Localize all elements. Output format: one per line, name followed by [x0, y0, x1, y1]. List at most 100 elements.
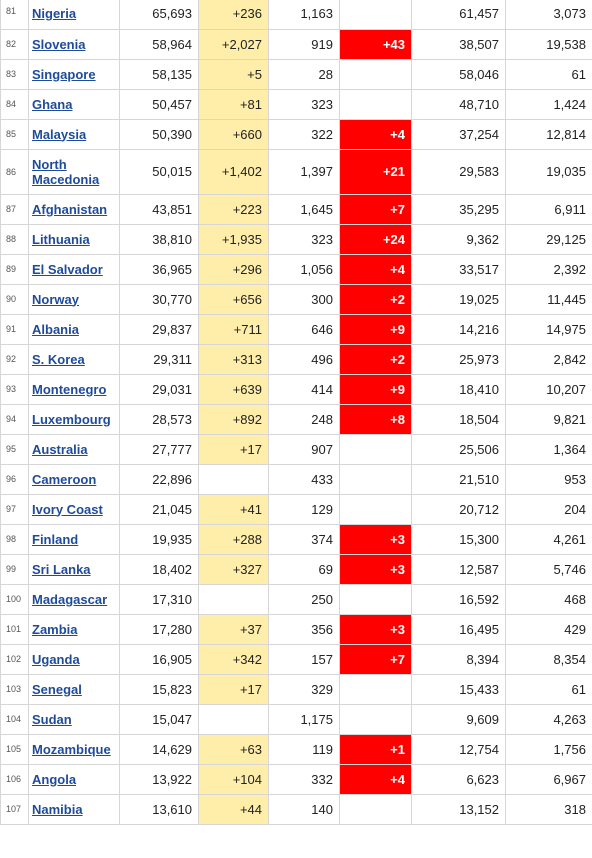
rank-cell: 87: [0, 193, 29, 225]
rank-cell: 83: [0, 58, 29, 90]
rank-cell: 104: [0, 703, 29, 735]
rank-cell: 90: [0, 283, 29, 315]
new-cases-cell: +660: [198, 118, 269, 150]
country-link[interactable]: Norway: [32, 291, 79, 307]
rank-cell: 97: [0, 493, 29, 525]
recovered-cell: 38,507: [411, 28, 506, 60]
active-cases-cell: 6,967: [505, 763, 592, 795]
country-link[interactable]: Zambia: [32, 621, 78, 637]
country-link[interactable]: North Macedonia: [32, 156, 100, 187]
country-link[interactable]: Afghanistan: [32, 201, 108, 217]
total-cases-cell: 21,045: [119, 493, 199, 525]
new-deaths-cell: +2: [339, 343, 412, 375]
country-link[interactable]: Sri Lanka: [32, 561, 91, 577]
recovered-cell: 12,754: [411, 733, 506, 765]
country-link[interactable]: Slovenia: [32, 36, 86, 52]
country-link[interactable]: Sudan: [32, 711, 72, 727]
new-cases-cell: +236: [198, 0, 269, 30]
table-row: 104 Sudan 15,047 1,175 9,609 4,263: [0, 703, 592, 735]
active-cases-cell: 11,445: [505, 283, 592, 315]
country-link[interactable]: Nigeria: [32, 6, 77, 21]
country-link[interactable]: Angola: [32, 771, 77, 787]
total-deaths-cell: 919: [268, 28, 340, 60]
new-cases-cell: [198, 583, 269, 615]
recovered-cell: 37,254: [411, 118, 506, 150]
new-deaths-cell: [339, 793, 412, 825]
rank-cell: 105: [0, 733, 29, 765]
new-cases-cell: +2,027: [198, 28, 269, 60]
country-cell: Singapore: [28, 58, 120, 90]
country-link[interactable]: Singapore: [32, 66, 96, 82]
active-cases-cell: 318: [505, 793, 592, 825]
table-row: 88 Lithuania 38,810 +1,935 323 +24 9,362 29,125: [0, 223, 592, 255]
recovered-cell: 58,046: [411, 58, 506, 90]
new-deaths-cell: +7: [339, 643, 412, 675]
total-deaths-cell: 140: [268, 793, 340, 825]
rank-cell: 100: [0, 583, 29, 615]
country-cell: Madagascar: [28, 583, 120, 615]
active-cases-cell: 2,392: [505, 253, 592, 285]
rank-cell: 107: [0, 793, 29, 825]
active-cases-cell: 5,746: [505, 553, 592, 585]
country-link[interactable]: Lithuania: [32, 231, 90, 247]
new-deaths-cell: +43: [339, 28, 412, 60]
table-row: 106 Angola 13,922 +104 332 +4 6,623 6,967: [0, 763, 592, 795]
total-deaths-cell: 1,056: [268, 253, 340, 285]
table-row: 87 Afghanistan 43,851 +223 1,645 +7 35,295 6,91…: [0, 193, 592, 225]
rank-cell: 98: [0, 523, 29, 555]
country-link[interactable]: Senegal: [32, 681, 82, 697]
country-cell: Sri Lanka: [28, 553, 120, 585]
country-link[interactable]: Ivory Coast: [32, 501, 103, 517]
country-link[interactable]: Mozambique: [32, 741, 111, 757]
country-cell: Mozambique: [28, 733, 120, 765]
new-cases-cell: +711: [198, 313, 269, 345]
total-deaths-cell: 69: [268, 553, 340, 585]
active-cases-cell: 61: [505, 58, 592, 90]
rank-cell: 101: [0, 613, 29, 645]
table-row: 107 Namibia 13,610 +44 140 13,152 318: [0, 793, 592, 825]
country-link[interactable]: Australia: [32, 441, 88, 457]
total-deaths-cell: 374: [268, 523, 340, 555]
new-cases-cell: +17: [198, 433, 269, 465]
total-deaths-cell: 300: [268, 283, 340, 315]
country-link[interactable]: Namibia: [32, 801, 83, 817]
country-link[interactable]: Uganda: [32, 651, 80, 667]
country-link[interactable]: Montenegro: [32, 381, 107, 397]
country-link[interactable]: Madagascar: [32, 591, 108, 607]
total-deaths-cell: 129: [268, 493, 340, 525]
table-row: 97 Ivory Coast 21,045 +41 129 20,712 204: [0, 493, 592, 525]
country-link[interactable]: Luxembourg: [32, 411, 111, 427]
country-link[interactable]: Malaysia: [32, 126, 87, 142]
total-cases-cell: 16,905: [119, 643, 199, 675]
country-stats-table: 81 Nigeria 65,693 +236 1,163 61,457 3,073 82 Slo…: [0, 0, 592, 825]
country-link[interactable]: El Salvador: [32, 261, 103, 277]
recovered-cell: 14,216: [411, 313, 506, 345]
total-cases-cell: 50,457: [119, 88, 199, 120]
country-cell: Senegal: [28, 673, 120, 705]
table-row: 98 Finland 19,935 +288 374 +3 15,300 4,261: [0, 523, 592, 555]
recovered-cell: 19,025: [411, 283, 506, 315]
total-cases-cell: 13,610: [119, 793, 199, 825]
total-cases-cell: 15,047: [119, 703, 199, 735]
active-cases-cell: 953: [505, 463, 592, 495]
recovered-cell: 18,410: [411, 373, 506, 405]
new-deaths-cell: +4: [339, 118, 412, 150]
table-row: 92 S. Korea 29,311 +313 496 +2 25,973 2,842: [0, 343, 592, 375]
recovered-cell: 15,300: [411, 523, 506, 555]
total-cases-cell: 29,837: [119, 313, 199, 345]
active-cases-cell: 61: [505, 673, 592, 705]
table-row: 82 Slovenia 58,964 +2,027 919 +43 38,507 19,538: [0, 28, 592, 60]
country-link[interactable]: Ghana: [32, 96, 73, 112]
country-cell: Cameroon: [28, 463, 120, 495]
new-deaths-cell: [339, 493, 412, 525]
rank-cell: 81: [0, 0, 29, 30]
new-cases-cell: +17: [198, 673, 269, 705]
country-link[interactable]: Albania: [32, 321, 79, 337]
country-link[interactable]: S. Korea: [32, 351, 85, 367]
active-cases-cell: 9,821: [505, 403, 592, 435]
active-cases-cell: 1,364: [505, 433, 592, 465]
total-cases-cell: 58,964: [119, 28, 199, 60]
country-link[interactable]: Cameroon: [32, 471, 97, 487]
recovered-cell: 9,362: [411, 223, 506, 255]
country-link[interactable]: Finland: [32, 531, 79, 547]
